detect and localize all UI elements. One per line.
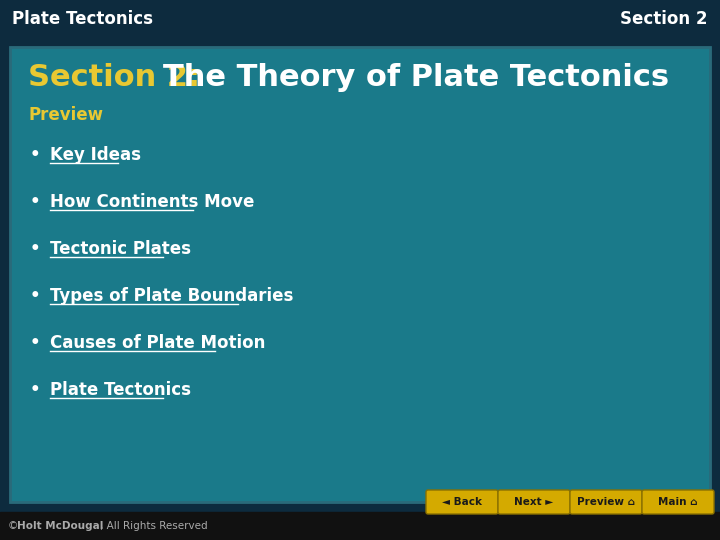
Text: Key Ideas: Key Ideas xyxy=(50,146,141,164)
FancyBboxPatch shape xyxy=(570,490,642,514)
Text: ◄ Back: ◄ Back xyxy=(442,497,482,507)
Text: Tectonic Plates: Tectonic Plates xyxy=(50,240,191,258)
Text: Causes of Plate Motion: Causes of Plate Motion xyxy=(50,334,266,352)
Text: Main ⌂: Main ⌂ xyxy=(658,497,698,507)
Text: Preview ⌂: Preview ⌂ xyxy=(577,497,635,507)
Text: •: • xyxy=(30,193,40,211)
Text: Preview: Preview xyxy=(28,106,103,124)
Text: Plate Tectonics: Plate Tectonics xyxy=(50,381,191,399)
Text: •: • xyxy=(30,287,40,305)
Text: ©: © xyxy=(8,521,22,531)
Text: Holt McDougal: Holt McDougal xyxy=(17,521,104,531)
Text: Section 2: Section 2 xyxy=(621,10,708,28)
FancyBboxPatch shape xyxy=(498,490,570,514)
Text: How Continents Move: How Continents Move xyxy=(50,193,254,211)
Bar xyxy=(10,47,710,502)
FancyBboxPatch shape xyxy=(642,490,714,514)
FancyBboxPatch shape xyxy=(426,490,498,514)
Text: •: • xyxy=(30,381,40,399)
Text: Types of Plate Boundaries: Types of Plate Boundaries xyxy=(50,287,293,305)
Text: Next ►: Next ► xyxy=(514,497,554,507)
Text: The Theory of Plate Tectonics: The Theory of Plate Tectonics xyxy=(163,63,669,91)
Text: Section 2:: Section 2: xyxy=(28,63,211,91)
Bar xyxy=(0,512,720,540)
Text: •: • xyxy=(30,240,40,258)
Text: , All Rights Reserved: , All Rights Reserved xyxy=(100,521,207,531)
Bar xyxy=(10,47,710,502)
Text: •: • xyxy=(30,146,40,164)
Bar xyxy=(0,0,720,37)
Text: Plate Tectonics: Plate Tectonics xyxy=(12,10,153,28)
Text: •: • xyxy=(30,334,40,352)
